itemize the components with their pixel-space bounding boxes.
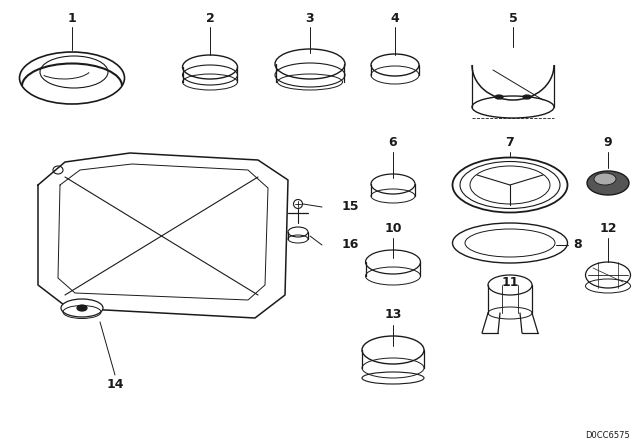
Text: 3: 3 [306, 12, 314, 25]
Ellipse shape [586, 262, 630, 288]
Text: 2: 2 [205, 12, 214, 25]
Ellipse shape [19, 52, 125, 104]
Text: 11: 11 [501, 276, 519, 289]
Ellipse shape [371, 174, 415, 194]
Text: 13: 13 [384, 309, 402, 322]
Ellipse shape [362, 336, 424, 364]
Text: 16: 16 [341, 238, 358, 251]
Ellipse shape [452, 223, 568, 263]
Ellipse shape [523, 95, 531, 99]
Text: 9: 9 [604, 137, 612, 150]
Ellipse shape [452, 158, 568, 212]
Text: 6: 6 [388, 137, 397, 150]
Ellipse shape [61, 299, 103, 317]
Ellipse shape [587, 171, 629, 195]
Text: 7: 7 [506, 137, 515, 150]
Ellipse shape [288, 227, 308, 237]
Text: 8: 8 [573, 238, 582, 251]
Text: 15: 15 [341, 201, 359, 214]
Ellipse shape [488, 275, 532, 295]
Ellipse shape [371, 54, 419, 76]
Text: 10: 10 [384, 221, 402, 234]
Text: 1: 1 [68, 12, 76, 25]
Text: 5: 5 [509, 12, 517, 25]
Text: 4: 4 [390, 12, 399, 25]
Ellipse shape [275, 49, 345, 79]
Ellipse shape [594, 173, 616, 185]
Ellipse shape [495, 95, 503, 99]
Ellipse shape [77, 305, 87, 311]
Text: 12: 12 [599, 221, 617, 234]
Text: 14: 14 [106, 379, 124, 392]
Ellipse shape [365, 250, 420, 274]
Text: D0CC6575: D0CC6575 [585, 431, 630, 440]
Ellipse shape [182, 55, 237, 79]
